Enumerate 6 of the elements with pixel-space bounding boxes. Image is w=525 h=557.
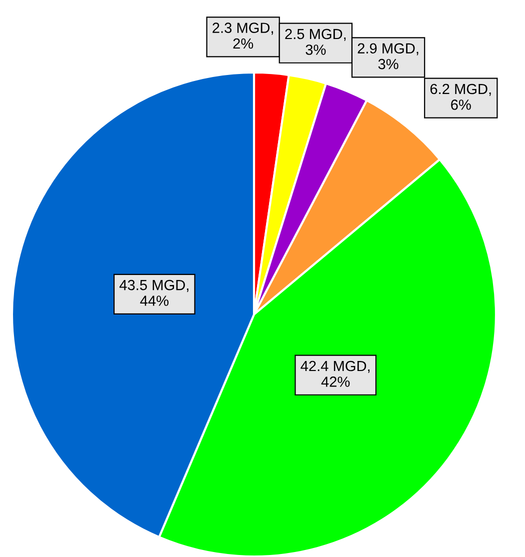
data-label: 2.5 MGD, 3% — [285, 28, 346, 55]
data-label: 42.4 MGD, 42% — [300, 360, 370, 387]
data-label: 43.5 MGD, 44% — [120, 280, 188, 306]
data-label: 6.2 MGD, 6% — [430, 84, 491, 110]
data-label: 2.9 MGD, 3% — [358, 43, 418, 70]
data-label: 2.3 MGD, 2% — [212, 22, 273, 49]
